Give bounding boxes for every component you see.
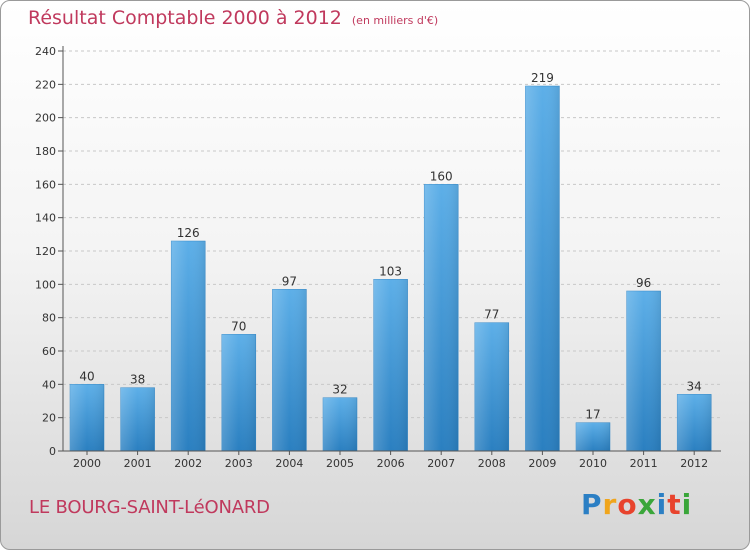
y-tick-label: 240 [35,45,56,58]
bar-shade [626,291,661,451]
proxiti-logo: Proxiti [581,488,692,521]
logo-letter: i [656,488,668,521]
logo-letter: o [617,488,638,521]
y-tick-label: 160 [35,178,56,191]
x-tick-label: 2004 [275,457,303,470]
x-tick-label: 2006 [377,457,405,470]
bars [69,85,712,452]
value-label: 40 [79,369,94,383]
value-label: 126 [177,226,200,240]
bar-shade [576,422,610,451]
chart-title-text: Résultat Comptable 2000 à 2012 [28,7,342,29]
y-tick-label: 40 [42,378,56,391]
x-tick-label: 2011 [630,457,658,470]
x-tick-label: 2012 [680,457,708,470]
y-tick-label: 120 [35,245,56,258]
bar-shade [677,394,712,451]
logo-letter: x [637,488,657,521]
x-tick-label: 2002 [174,457,202,470]
y-tick-label: 140 [35,212,56,225]
value-label: 77 [484,308,499,322]
x-tick-label: 2007 [427,457,455,470]
value-label: 34 [687,379,702,393]
value-labels: 40 38 126 70 97 32 103 160 77 219 17 96 34 [79,71,701,422]
y-tick-label: 0 [49,445,56,458]
axes: 0 20 40 60 80 100 120 140 160 180 200 220 240 2000 200… [35,45,721,470]
location-name: LE BOURG-SAINT-LéONARD [29,497,270,518]
bar-shade [525,86,560,451]
value-label: 97 [282,274,297,288]
value-label: 103 [379,264,402,278]
x-tick-label: 2003 [225,457,253,470]
bar-shade [373,279,408,451]
value-label: 17 [585,408,600,422]
value-label: 38 [130,373,145,387]
logo-letter: t [667,488,682,521]
value-label: 32 [332,383,347,397]
y-tick-label: 200 [35,112,56,125]
y-tick-label: 180 [35,145,56,158]
y-tick-label: 80 [42,312,56,325]
x-tick-label: 2008 [478,457,506,470]
logo-letter: i [681,488,693,521]
logo-letter: r [602,488,618,521]
bar-shade [272,289,307,451]
y-tick-label: 220 [35,78,56,91]
x-tick-label: 2001 [124,457,152,470]
bar-shade [171,241,206,451]
y-tick-label: 100 [35,278,56,291]
bar-shade [120,387,155,451]
y-tick-label: 60 [42,345,56,358]
bar-shade [323,397,357,451]
value-label: 160 [430,169,453,183]
logo-letter: P [581,488,603,521]
value-label: 219 [531,71,554,85]
bar-shade [221,334,256,451]
value-label: 70 [231,319,246,333]
value-label: 96 [636,276,651,290]
x-tick-label: 2009 [528,457,556,470]
bar-shade [424,184,459,452]
x-tick-label: 2010 [579,457,607,470]
bar-shade [474,322,509,451]
chart-unit-label: (en milliers d'€) [351,14,439,27]
x-tick-label: 2005 [326,457,354,470]
x-tick-label: 2000 [73,457,101,470]
y-tick-label: 20 [42,412,56,425]
bar-shade [70,384,104,451]
chart-title: Résultat Comptable 2000 à 2012 (en millie… [28,7,438,29]
